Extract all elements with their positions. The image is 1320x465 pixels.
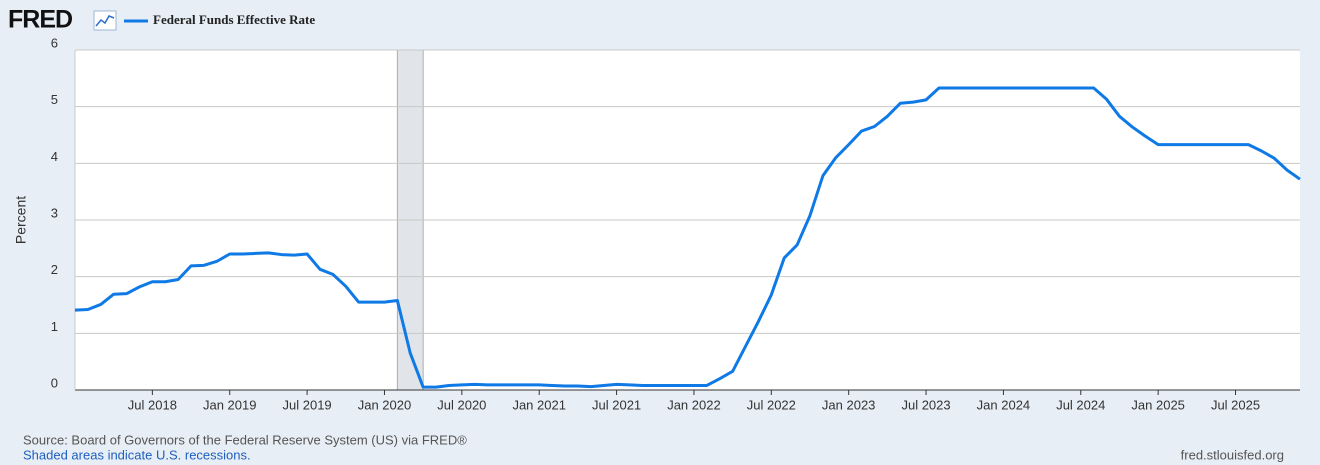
x-tick-label: Jul 2019 [283,397,332,412]
x-tick-label: Jul 2023 [901,397,950,412]
x-tick-label: Jan 2020 [358,397,412,412]
logo-icon [93,10,117,31]
x-tick-label: Jan 2019 [203,397,257,412]
x-tick-label: Jul 2020 [437,397,486,412]
x-tick-label: Jan 2023 [822,397,876,412]
y-tick-label: 3 [51,205,58,220]
x-tick-label: Jul 2018 [128,397,177,412]
x-tick-label: Jul 2022 [747,397,796,412]
x-tick-label: Jul 2024 [1056,397,1105,412]
y-tick-label: 0 [51,375,58,390]
series-line [74,86,1301,389]
y-tick-label: 5 [51,92,58,107]
y-tick-label: 1 [51,319,58,334]
x-tick-label: Jan 2022 [667,397,721,412]
recession-note[interactable]: Shaded areas indicate U.S. recessions. [23,447,251,462]
y-axis-label: Percent [13,196,29,244]
x-tick-label: Jul 2021 [592,397,641,412]
y-tick-label: 4 [51,149,58,164]
y-tick-label: 2 [51,262,58,277]
x-tick-label: Jan 2021 [512,397,566,412]
brand-logo: FRED [8,6,72,34]
x-tick-label: Jul 2025 [1211,397,1260,412]
x-tick-label: Jan 2025 [1131,397,1185,412]
y-tick-label: 6 [51,35,58,50]
legend-label: Federal Funds Effective Rate [153,12,315,27]
x-tick-label: Jan 2024 [977,397,1031,412]
url[interactable]: fred.stlouisfed.org [1181,447,1284,462]
source: Source: Board of Governors of the Federa… [23,432,467,447]
